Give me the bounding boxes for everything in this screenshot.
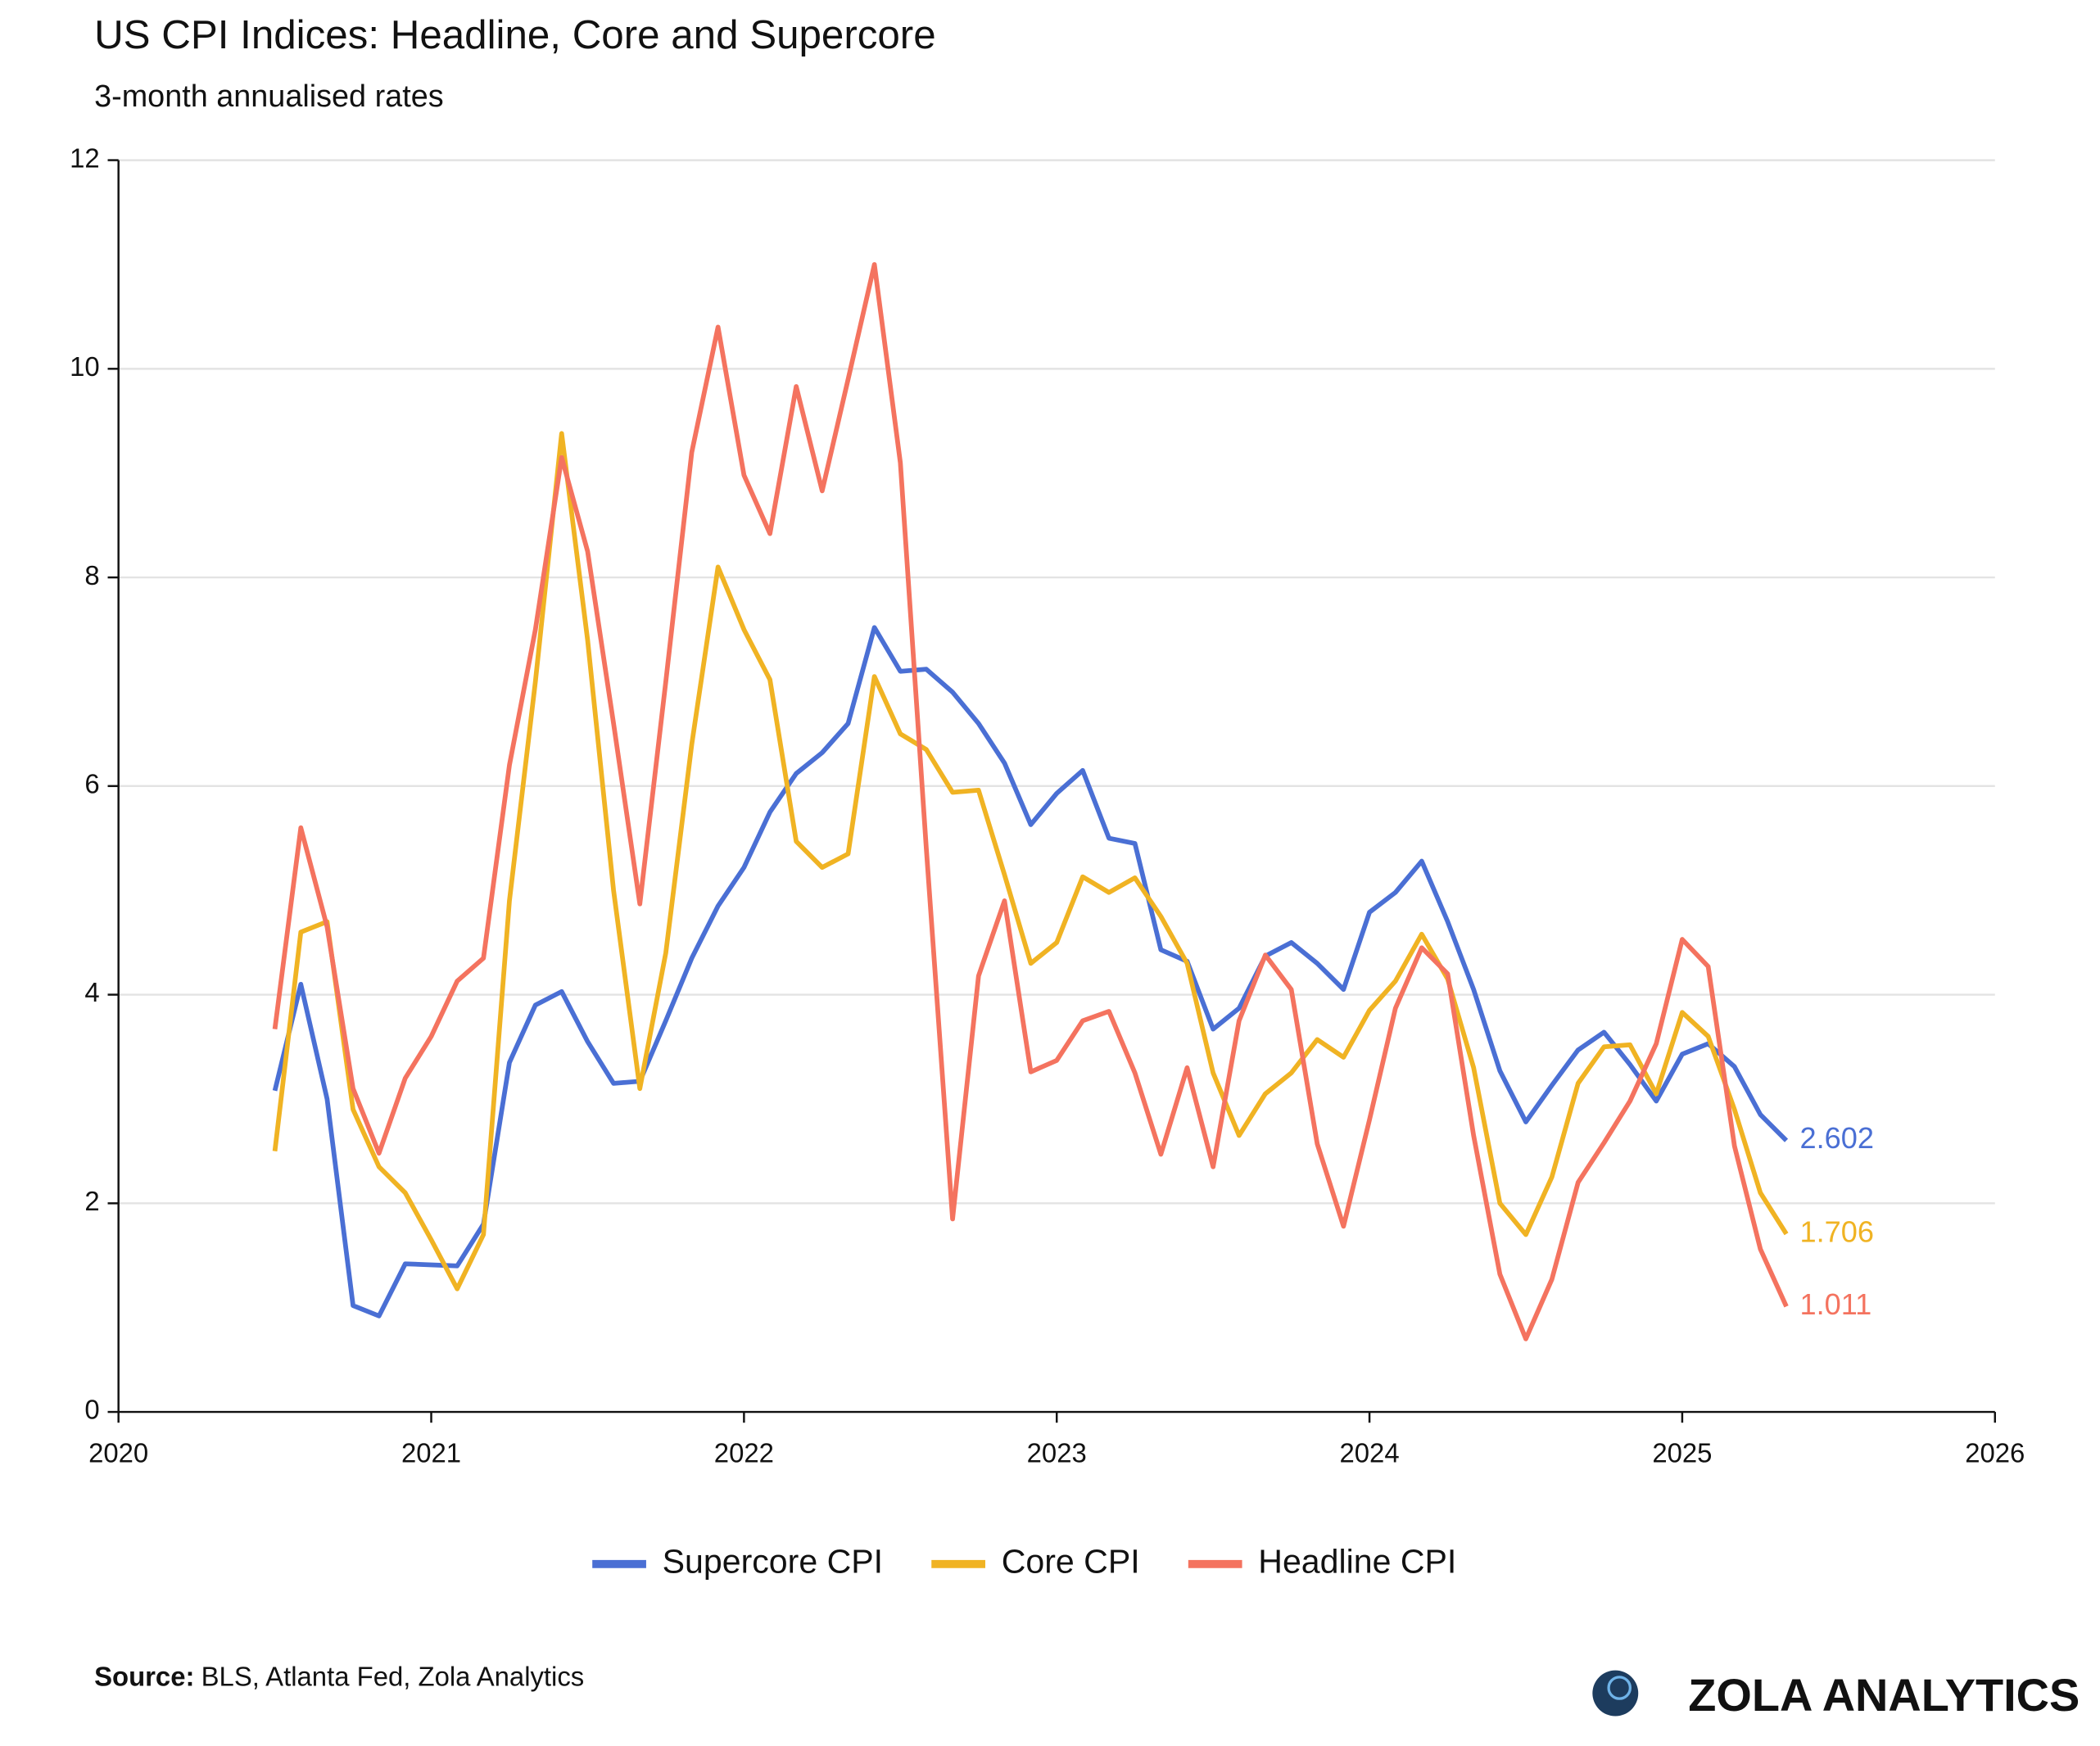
x-tick-label: 2025	[1652, 1437, 1712, 1468]
source-text: BLS, Atlanta Fed, Zola Analytics	[201, 1661, 585, 1691]
series-line	[272, 431, 1789, 1291]
y-tick-label: 12	[70, 142, 100, 173]
legend-label: Supercore CPI	[663, 1543, 883, 1581]
source-note: Source: BLS, Atlanta Fed, Zola Analytics	[94, 1661, 584, 1691]
brand-icon-detail	[1607, 1676, 1632, 1700]
y-tick-label: 8	[84, 560, 99, 590]
y-tick-label: 0	[84, 1395, 99, 1425]
end-value-label: 1.706	[1800, 1215, 1874, 1248]
brand-name: ZOLA ANALYTICS	[1688, 1669, 2080, 1721]
chart-subtitle: 3-month annualised rates	[94, 79, 444, 114]
x-tick-label: 2024	[1340, 1437, 1400, 1468]
y-tick-label: 4	[84, 977, 99, 1007]
x-tick-label: 2021	[401, 1437, 461, 1468]
y-tick-label: 2	[84, 1186, 99, 1216]
x-tick-label: 2023	[1027, 1437, 1087, 1468]
legend-label: Headline CPI	[1258, 1543, 1456, 1581]
x-tick-label: 2020	[88, 1437, 148, 1468]
series-line	[272, 625, 1789, 1319]
source-label: Source:	[94, 1661, 194, 1691]
brand-logo: ZOLA ANALYTICS	[1592, 1669, 2080, 1721]
series-line	[272, 262, 1789, 1341]
legend-label: Core CPI	[1002, 1543, 1140, 1581]
end-value-label: 1.011	[1800, 1287, 1872, 1321]
x-tick-label: 2026	[1965, 1437, 2025, 1468]
end-value-label: 2.602	[1800, 1121, 1874, 1155]
x-tick-label: 2022	[714, 1437, 774, 1468]
y-tick-label: 10	[70, 351, 100, 382]
y-tick-label: 6	[84, 769, 99, 799]
chart-title: US CPI Indices: Headline, Core and Super…	[94, 12, 936, 57]
